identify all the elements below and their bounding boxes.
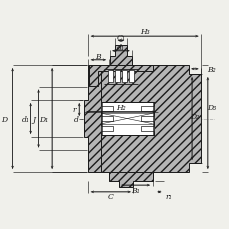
Polygon shape bbox=[89, 66, 152, 86]
Text: H₃: H₃ bbox=[139, 28, 149, 36]
Text: d₁: d₁ bbox=[117, 44, 124, 52]
Polygon shape bbox=[83, 66, 153, 172]
Polygon shape bbox=[141, 106, 153, 111]
Polygon shape bbox=[100, 127, 113, 132]
Text: J: J bbox=[32, 115, 35, 123]
Text: D₁: D₁ bbox=[39, 115, 49, 123]
Text: r: r bbox=[73, 106, 76, 114]
Text: r₁: r₁ bbox=[164, 193, 171, 201]
Polygon shape bbox=[109, 46, 132, 66]
Polygon shape bbox=[100, 106, 113, 111]
Text: C₁: C₁ bbox=[116, 33, 125, 41]
Text: d₁: d₁ bbox=[22, 115, 30, 123]
Polygon shape bbox=[114, 71, 119, 83]
Text: d: d bbox=[74, 115, 79, 123]
Text: B₁: B₁ bbox=[131, 186, 139, 194]
Text: C: C bbox=[107, 193, 113, 201]
Polygon shape bbox=[129, 71, 134, 83]
Polygon shape bbox=[100, 117, 113, 121]
Polygon shape bbox=[141, 127, 153, 132]
Text: D₂: D₂ bbox=[189, 113, 198, 121]
Polygon shape bbox=[141, 117, 153, 121]
Text: D: D bbox=[1, 115, 7, 123]
Text: D₃: D₃ bbox=[207, 104, 215, 112]
Polygon shape bbox=[100, 102, 153, 136]
Text: H₂: H₂ bbox=[116, 104, 125, 112]
Polygon shape bbox=[100, 66, 200, 172]
Polygon shape bbox=[122, 71, 126, 83]
Polygon shape bbox=[107, 71, 112, 83]
Text: B: B bbox=[95, 53, 101, 61]
Polygon shape bbox=[108, 172, 152, 188]
Text: B₂: B₂ bbox=[206, 65, 214, 74]
